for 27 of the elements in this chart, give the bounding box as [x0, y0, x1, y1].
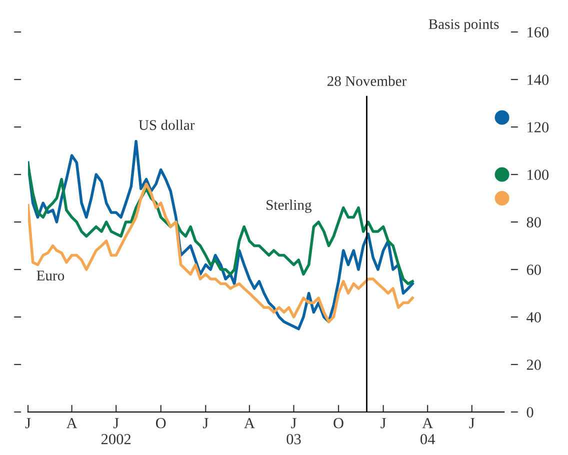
x-tick-label: O: [156, 418, 166, 428]
x-tick-label: A: [244, 418, 255, 428]
x-tick-label: J 2002: [101, 418, 131, 444]
y-tick-label: 160: [528, 27, 549, 38]
series-label: US dollar: [138, 120, 195, 130]
ref-line-label: 28 November: [328, 76, 407, 86]
series-label: Sterling: [266, 200, 312, 213]
y-tick-label: 40: [526, 312, 541, 322]
x-tick-label: J: [202, 418, 208, 428]
x-tick-label: O: [334, 418, 344, 428]
y-tick-label: 20: [526, 360, 541, 370]
y-tick-label: 80: [526, 217, 541, 228]
y-tick-label: 60: [526, 264, 541, 275]
x-tick-label: J: [469, 418, 475, 428]
y-tick-label: 140: [528, 74, 549, 85]
x-tick-label: J: [380, 418, 386, 428]
series-label: Euro: [36, 270, 64, 280]
x-tick-label: A: [66, 418, 78, 428]
x-tick-label: J 03: [286, 418, 301, 444]
line-series: [28, 164, 414, 286]
y-axis-title: Basis points: [428, 19, 499, 32]
x-tick-label: J: [25, 418, 31, 428]
y-tick-label: 100: [528, 170, 549, 180]
y-tick-label: 120: [528, 122, 549, 132]
x-tick-label: A 04: [420, 418, 435, 444]
y-tick-label: 0: [526, 407, 534, 418]
line-series: [28, 182, 414, 324]
